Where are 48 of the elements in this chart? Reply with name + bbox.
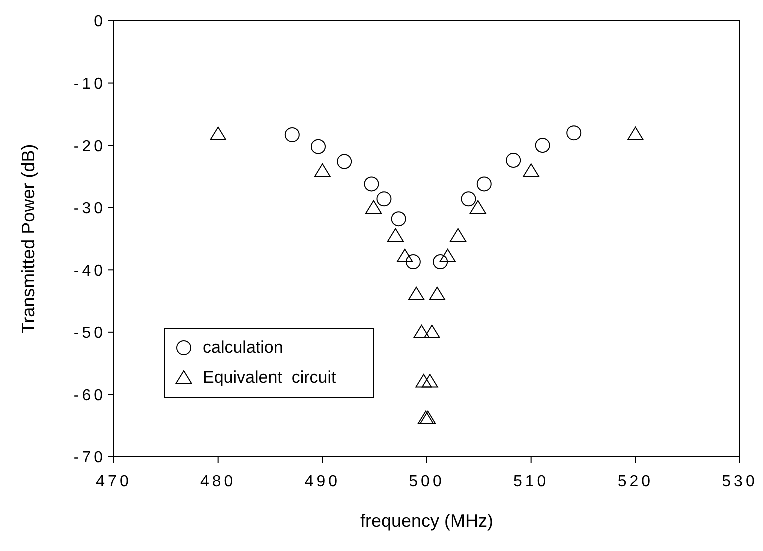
point: [523, 164, 540, 178]
point: [406, 254, 421, 270]
point: [461, 192, 476, 207]
x-tick-label: 480: [200, 473, 236, 490]
point: [506, 153, 522, 168]
point: [429, 286, 446, 301]
y-tick-label: -70: [74, 450, 106, 467]
point: [310, 139, 326, 154]
y-tick-label: 0: [94, 14, 106, 31]
point: [337, 154, 352, 170]
x-tick-label: 470: [96, 473, 132, 490]
point: [376, 192, 392, 207]
x-tick-label: 490: [304, 473, 341, 490]
point: [391, 212, 406, 227]
point: [408, 286, 425, 301]
point: [416, 374, 432, 388]
y-tick-label: -40: [74, 262, 106, 280]
y-axis-title: Transmitted Power (dB): [18, 144, 38, 334]
point: [535, 138, 550, 154]
point: [424, 324, 440, 339]
point: [476, 176, 492, 192]
point: [422, 374, 438, 388]
x-tick-label: 520: [618, 473, 654, 490]
point: [388, 228, 404, 242]
y-tick-label: -50: [74, 325, 106, 342]
y-tick-label: -20: [74, 138, 106, 156]
point: [210, 126, 227, 140]
x-axis-title: frequency (MHz): [360, 511, 494, 531]
point: [450, 228, 466, 242]
point: [314, 164, 331, 178]
point: [396, 248, 414, 263]
point: [566, 126, 582, 141]
point: [284, 127, 300, 142]
legend-label: calculation: [203, 338, 284, 358]
point: [627, 126, 644, 140]
y-tick-label: -60: [74, 387, 106, 404]
x-tick-label: 500: [409, 473, 445, 490]
point: [364, 176, 380, 192]
legend-label: Equivalent circuit: [203, 368, 336, 388]
x-tick-label: 510: [513, 473, 550, 490]
y-tick-label: -10: [74, 76, 106, 93]
point: [366, 200, 382, 214]
point: [414, 324, 430, 339]
y-tick-label: -30: [74, 200, 106, 218]
x-tick-label: 530: [722, 473, 758, 490]
point: [440, 248, 456, 263]
point: [433, 254, 448, 270]
point: [470, 200, 486, 214]
